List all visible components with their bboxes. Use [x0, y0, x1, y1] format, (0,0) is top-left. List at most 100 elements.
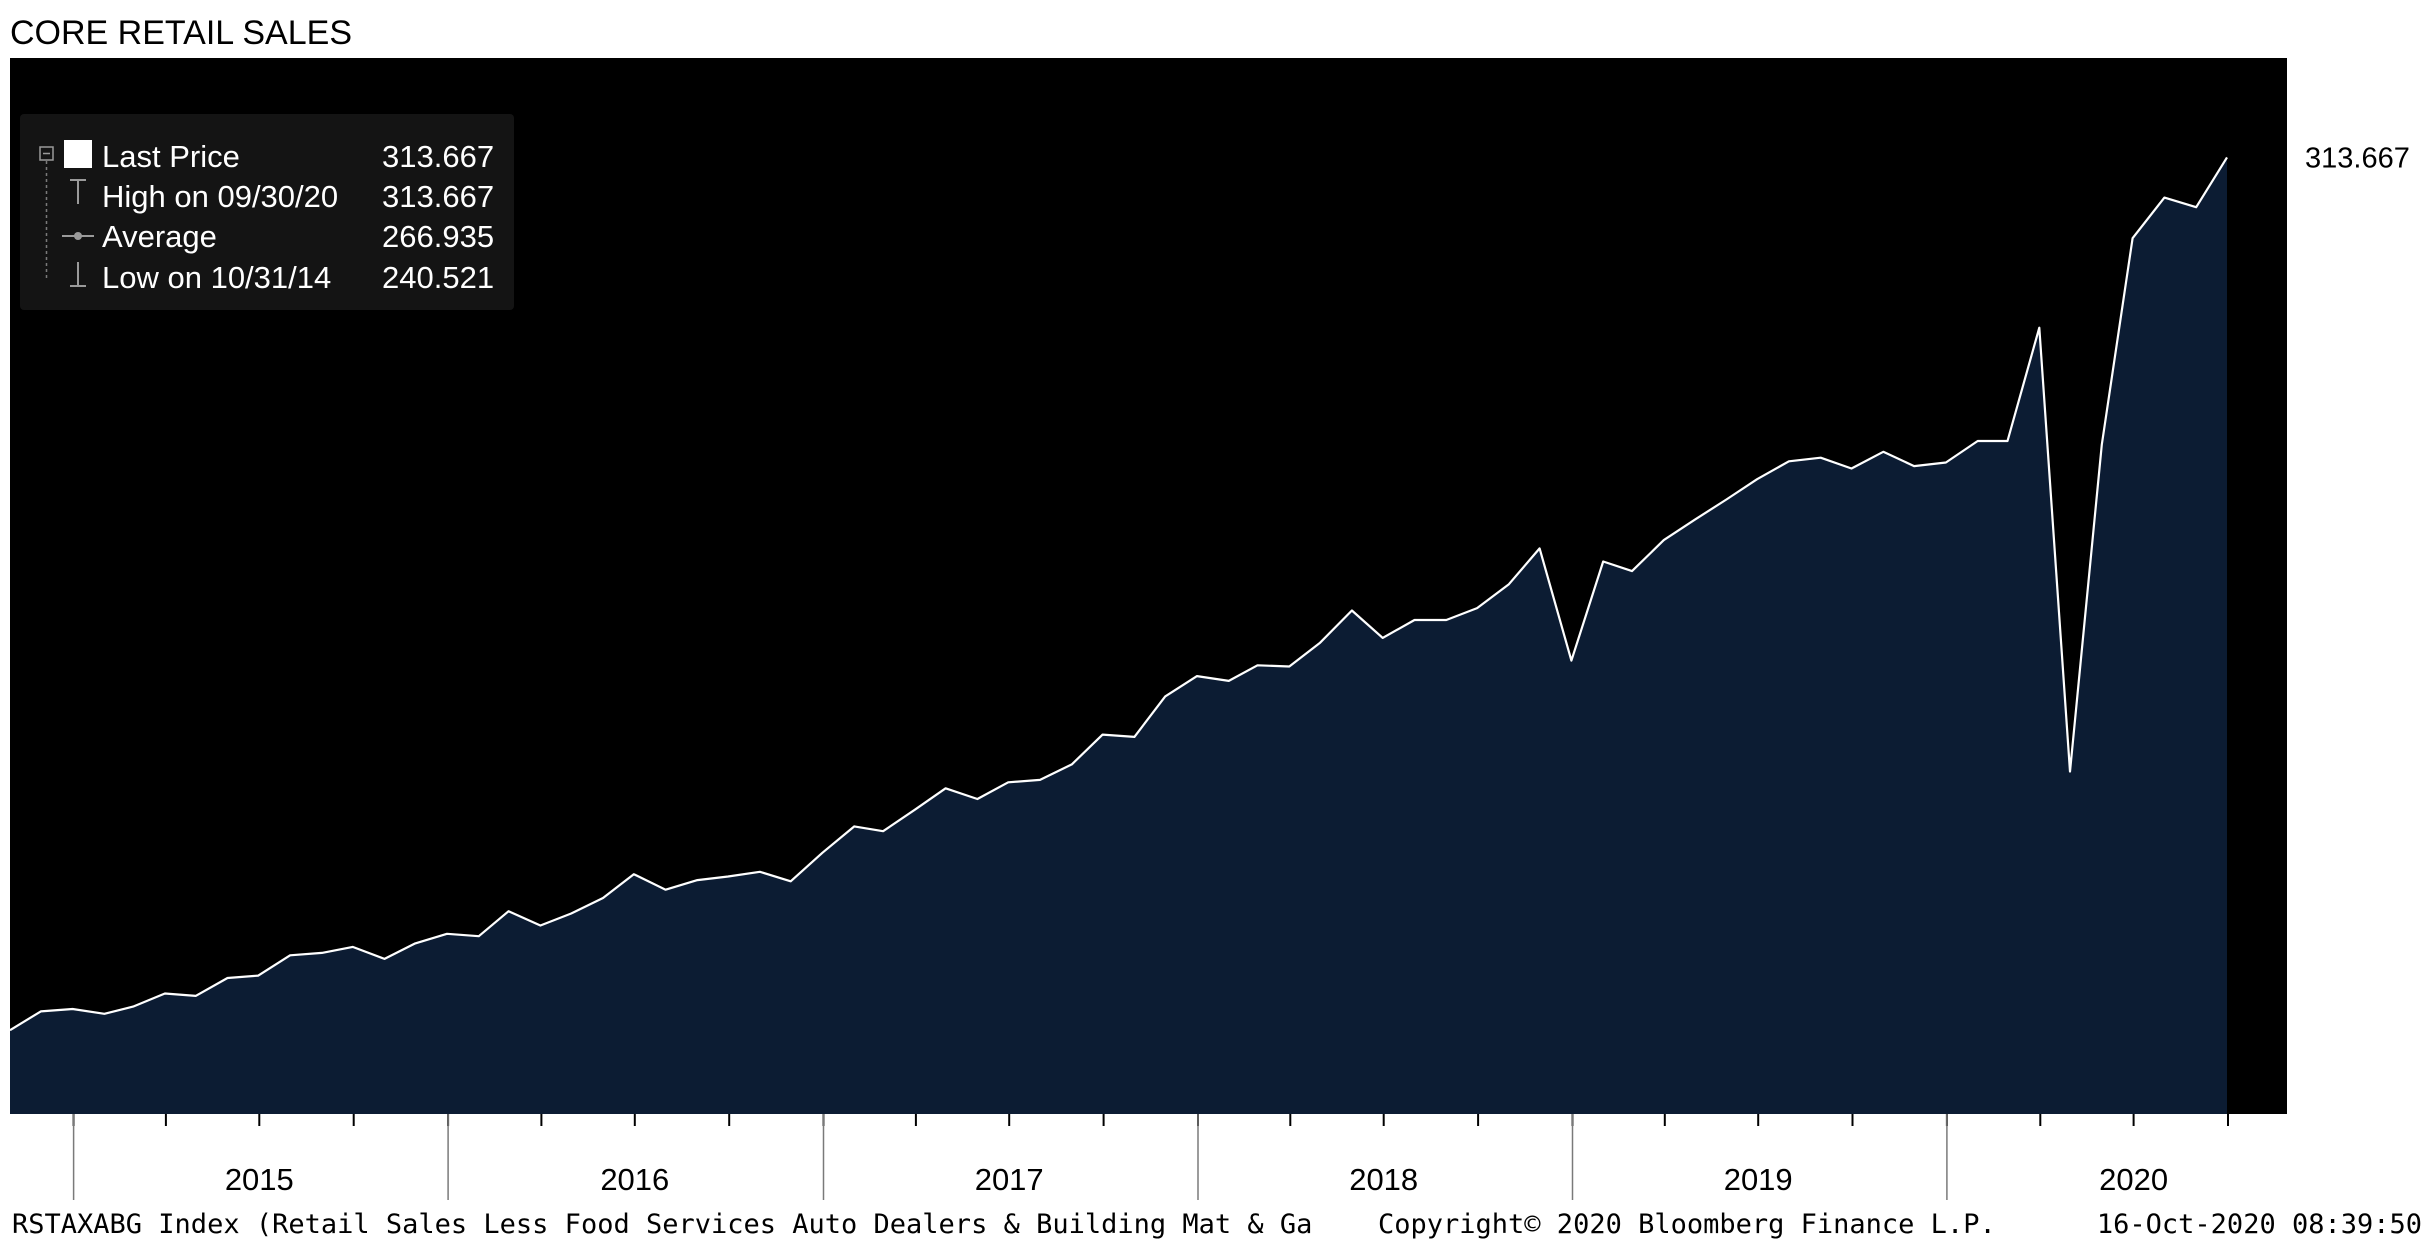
data-point	[790, 880, 792, 882]
legend-label-high: High on 09/30/20	[102, 179, 338, 214]
y-tick-mark	[2288, 912, 2298, 923]
x-tick-label: 2018	[1349, 1162, 1418, 1197]
x-tick-label: 2020	[2099, 1162, 2168, 1197]
data-point	[103, 1013, 105, 1015]
x-tick-label: 2017	[975, 1162, 1044, 1197]
data-point	[164, 992, 166, 994]
data-point	[383, 958, 385, 960]
y-tick-mark	[2288, 434, 2298, 445]
y-tick-label: 320	[2310, 67, 2358, 99]
data-point	[1476, 607, 1478, 609]
y-tick-label: 260	[2310, 783, 2358, 815]
plot-area	[9, 156, 2228, 1114]
data-point	[2006, 440, 2008, 442]
last-value-tag: 313.667	[2290, 138, 2430, 177]
legend-value-last-price: 313.667	[382, 139, 494, 174]
data-point	[257, 974, 259, 976]
footer-timestamp: 16-Oct-2020 08:39:50	[2097, 1209, 2422, 1240]
data-point	[1977, 440, 1979, 442]
legend-label-last-price: Last Price	[102, 139, 240, 174]
data-point	[2038, 327, 2040, 329]
data-point	[539, 924, 541, 926]
data-point	[976, 798, 978, 800]
data-point	[1319, 642, 1321, 644]
data-point	[1788, 460, 1790, 462]
data-point	[1538, 547, 1540, 549]
data-point	[1602, 560, 1604, 562]
data-point	[2069, 770, 2071, 772]
data-point	[664, 889, 666, 891]
y-tick-mark	[2288, 1031, 2298, 1042]
data-point	[226, 977, 228, 979]
data-point	[71, 1008, 73, 1010]
square-marker-icon	[64, 140, 92, 168]
data-point	[570, 912, 572, 914]
x-axis: 2015 2016 2017 2018 2019 2020	[72, 1114, 2229, 1200]
data-point	[853, 825, 855, 827]
data-point	[944, 787, 946, 789]
data-point	[1445, 619, 1447, 621]
legend-value-low: 240.521	[382, 260, 494, 295]
data-point	[1133, 736, 1135, 738]
data-point	[1631, 570, 1633, 572]
data-point	[1164, 695, 1166, 697]
data-point	[1039, 779, 1041, 781]
legend-value-high: 313.667	[382, 179, 494, 214]
data-point	[727, 875, 729, 877]
series-line	[9, 156, 2228, 1032]
legend-box	[20, 114, 514, 310]
data-point	[2195, 206, 2197, 208]
y-tick-label: 290	[2310, 425, 2358, 457]
data-point	[195, 995, 197, 997]
x-tick-label: 2019	[1724, 1162, 1793, 1197]
data-point	[1071, 763, 1073, 765]
data-point	[478, 935, 480, 937]
data-point	[602, 897, 604, 899]
legend-label-low: Low on 10/31/14	[102, 260, 331, 295]
data-point	[2163, 196, 2165, 198]
data-point	[633, 873, 635, 875]
chart-title: CORE RETAIL SALES	[10, 14, 352, 52]
data-point	[1945, 461, 1947, 463]
x-tick-label: 2016	[600, 1162, 669, 1197]
data-point	[1850, 467, 1852, 469]
legend-label-average: Average	[102, 219, 217, 254]
y-tick-mark	[2288, 315, 2298, 326]
y-tick-label: 300	[2310, 306, 2358, 338]
data-point	[882, 830, 884, 832]
data-point	[914, 809, 916, 811]
collapse-icon[interactable]	[39, 146, 54, 161]
series-area	[10, 157, 2227, 1114]
y-axis: 240 250 260 270 280 290 300 310 320	[2288, 67, 2358, 1053]
high-marker-icon	[70, 179, 86, 204]
data-point	[2101, 443, 2103, 445]
data-point	[1007, 781, 1009, 783]
y-tick-mark	[2288, 76, 2298, 87]
legend-icons	[39, 140, 94, 287]
legend: Last Price 313.667 High on 09/30/20 313.…	[20, 114, 514, 310]
y-tick-label: 310	[2310, 186, 2358, 218]
data-point	[1820, 457, 1822, 459]
data-point	[1913, 465, 1915, 467]
data-point	[696, 879, 698, 881]
y-tick-label: 250	[2310, 902, 2358, 934]
data-point	[1101, 733, 1103, 735]
y-tick-label: 240	[2310, 1021, 2358, 1053]
average-marker-icon	[62, 232, 94, 240]
data-point	[1382, 637, 1384, 639]
data-point	[1508, 583, 1510, 585]
data-point	[1725, 498, 1727, 500]
legend-value-average: 266.935	[382, 219, 494, 254]
x-tick-label: 2015	[225, 1162, 294, 1197]
y-tick-mark	[2288, 196, 2298, 207]
data-point	[1756, 478, 1758, 480]
data-point	[1663, 539, 1665, 541]
data-point	[289, 954, 291, 956]
y-tick-mark	[2288, 792, 2298, 803]
last-value-label: 313.667	[2305, 142, 2410, 174]
data-point	[2226, 156, 2228, 158]
data-point	[1570, 659, 1572, 661]
y-tick-label: 280	[2310, 544, 2358, 576]
data-point	[507, 910, 509, 912]
